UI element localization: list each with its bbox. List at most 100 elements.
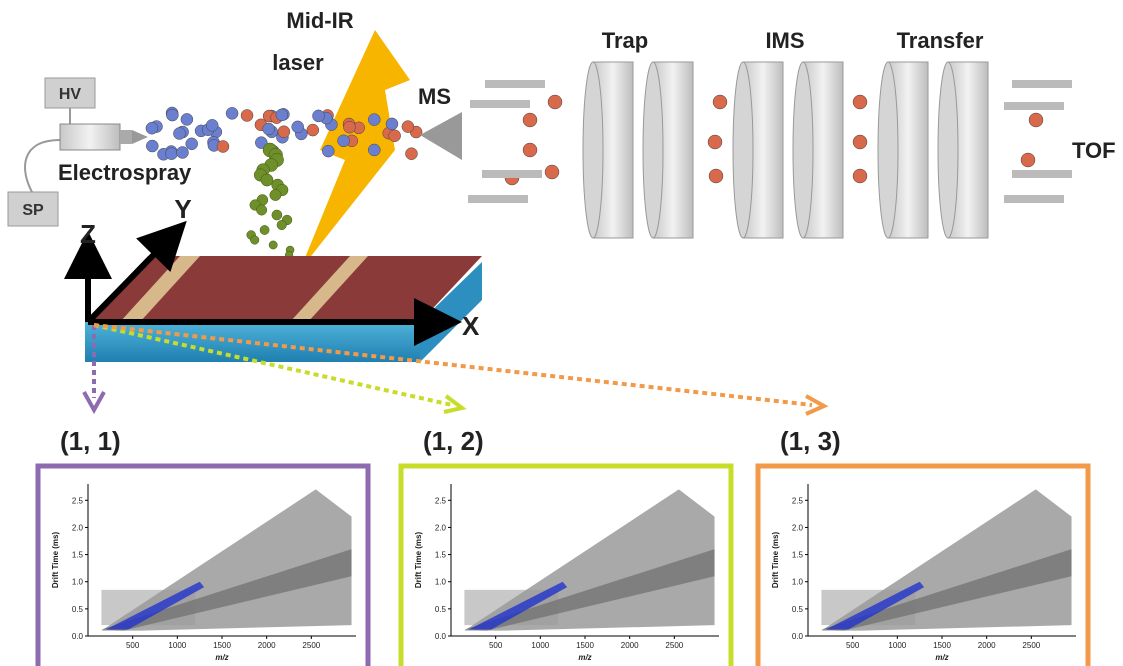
x-tick-label: 500 <box>126 641 140 650</box>
ion <box>186 138 198 150</box>
y-tick-label: 0.5 <box>792 605 804 614</box>
droplet <box>269 241 277 249</box>
x-tick-label: 1500 <box>933 641 951 650</box>
lens-plate <box>1004 102 1064 110</box>
ms-label: MS <box>418 84 451 109</box>
ring-face <box>793 62 813 238</box>
y-tick-label: 2.5 <box>72 496 84 505</box>
y-tick-label: 1.5 <box>792 551 804 560</box>
ms-inlet <box>420 112 462 160</box>
ims-label: IMS <box>765 28 804 53</box>
x-label: X <box>462 311 480 341</box>
ion <box>322 145 334 157</box>
x-tick-label: 2500 <box>1022 641 1040 650</box>
ion <box>405 148 417 160</box>
ion <box>263 123 275 135</box>
ion <box>523 143 537 157</box>
transfer-label: Transfer <box>897 28 984 53</box>
tof-label: TOF <box>1072 138 1116 163</box>
panel-label: (1, 2) <box>423 426 484 456</box>
lens-plate <box>470 100 530 108</box>
ion <box>278 126 290 138</box>
lens-plate <box>468 195 528 203</box>
ring-face <box>643 62 663 238</box>
ion <box>545 165 559 179</box>
y-tick-label: 2.5 <box>435 496 447 505</box>
y-tick-label: 0.0 <box>435 632 447 641</box>
ion <box>523 113 537 127</box>
ion <box>853 135 867 149</box>
diagram: HV SP Electrospray Mid-IR laser MS Trap … <box>0 0 1123 666</box>
ion <box>853 169 867 183</box>
droplet <box>272 210 282 220</box>
ion <box>146 140 158 152</box>
droplet <box>250 236 259 245</box>
ring-face <box>938 62 958 238</box>
ion-cloud <box>101 489 351 630</box>
ion <box>338 135 350 147</box>
ion-optics <box>468 62 1072 238</box>
ion <box>226 107 238 119</box>
x-tick-label: 1000 <box>531 641 549 650</box>
ion <box>292 121 304 133</box>
x-tick-label: 1500 <box>213 641 231 650</box>
hv-label: HV <box>59 86 82 103</box>
y-tick-label: 0.0 <box>72 632 84 641</box>
ion <box>166 109 178 121</box>
ion <box>307 124 319 136</box>
ion <box>402 121 414 133</box>
lens-plate <box>1012 80 1072 88</box>
x-tick-label: 2000 <box>621 641 639 650</box>
ion <box>853 95 867 109</box>
x-axis-title: m/z <box>215 653 228 662</box>
x-tick-label: 1000 <box>168 641 186 650</box>
y-axis-title: Drift Time (ms) <box>414 532 423 589</box>
y-tick-label: 2.5 <box>792 496 804 505</box>
x-tick-label: 2500 <box>302 641 320 650</box>
droplet <box>277 220 287 230</box>
x-axis-title: m/z <box>578 653 591 662</box>
laser-label: Mid-IR <box>286 8 353 33</box>
panel-label: (1, 1) <box>60 426 121 456</box>
ion <box>176 146 188 158</box>
ion <box>708 135 722 149</box>
y-tick-label: 0.5 <box>435 605 447 614</box>
ion <box>312 110 324 122</box>
droplet <box>270 189 281 200</box>
ion <box>1029 113 1043 127</box>
y-axis-title: Drift Time (ms) <box>51 532 60 589</box>
ion <box>709 169 723 183</box>
ion <box>217 140 229 152</box>
ring-face <box>583 62 603 238</box>
ion-cloud <box>464 489 714 630</box>
electrospray-label: Electrospray <box>58 160 192 185</box>
sp-label: SP <box>22 202 44 219</box>
x-axis-title: m/z <box>935 653 948 662</box>
ring-face <box>878 62 898 238</box>
droplet <box>256 205 266 215</box>
ion <box>206 119 218 131</box>
ion <box>713 95 727 109</box>
laser-label: laser <box>272 50 324 75</box>
y-tick-label: 1.5 <box>72 551 84 560</box>
ion <box>1021 153 1035 167</box>
y-tick-label: 1.5 <box>435 551 447 560</box>
x-tick-label: 2500 <box>665 641 683 650</box>
ion <box>386 118 398 130</box>
x-tick-label: 500 <box>846 641 860 650</box>
ion <box>368 114 380 126</box>
ion <box>181 113 193 125</box>
panel-label: (1, 3) <box>780 426 841 456</box>
x-tick-label: 2000 <box>978 641 996 650</box>
ion <box>241 109 253 121</box>
ring-face <box>733 62 753 238</box>
y-tick-label: 1.0 <box>72 578 84 587</box>
x-tick-label: 2000 <box>258 641 276 650</box>
y-tick-label: 0.5 <box>72 605 84 614</box>
ion-cloud <box>821 489 1071 630</box>
trap-label: Trap <box>602 28 648 53</box>
ion <box>173 128 185 140</box>
y-label: Y <box>174 194 191 224</box>
z-label: Z <box>80 219 96 249</box>
lens-plate <box>482 170 542 178</box>
